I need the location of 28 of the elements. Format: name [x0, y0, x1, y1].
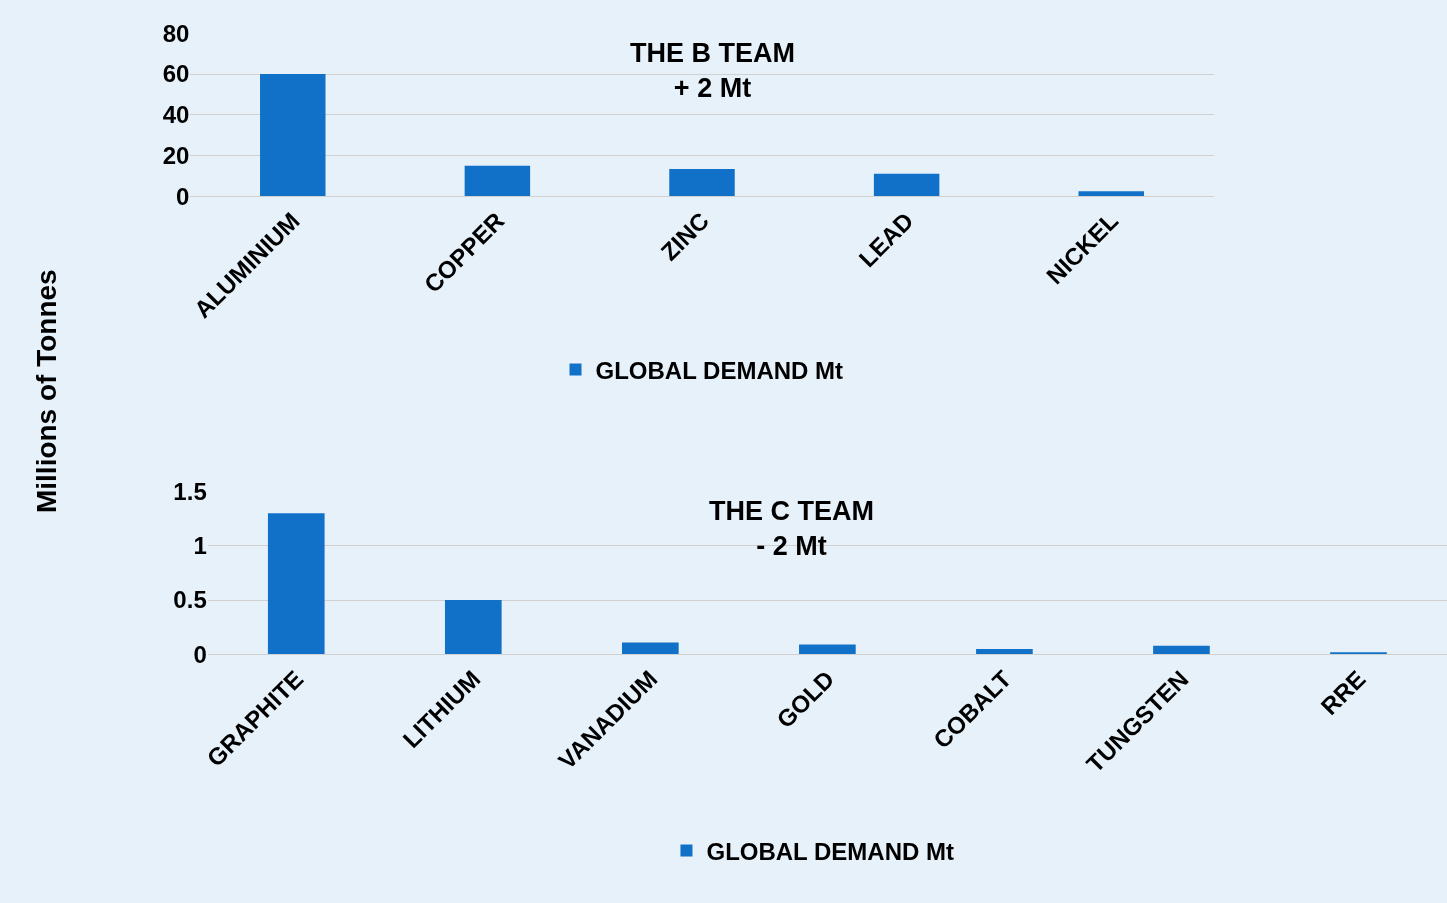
chart-title: THE C TEAM: [709, 496, 874, 526]
chart-title: THE B TEAM: [630, 38, 795, 68]
y-tick-label: 40: [162, 101, 190, 129]
legend-label: GLOBAL DEMAND Mt: [706, 837, 955, 865]
bar: [464, 165, 531, 197]
bar: [444, 600, 502, 655]
y-tick-label: 0.5: [173, 586, 207, 614]
bar: [976, 648, 1033, 655]
bar: [1078, 191, 1144, 197]
bar: [873, 173, 940, 197]
bar: [622, 642, 679, 655]
bar: [1330, 652, 1387, 655]
y-tick-label: 60: [162, 60, 190, 88]
bar: [669, 169, 735, 197]
y-tick-label: 0: [176, 182, 190, 210]
bar: [267, 513, 325, 655]
bar: [799, 644, 856, 655]
y-tick-label: 1: [193, 532, 207, 560]
bar: [1153, 645, 1210, 655]
y-tick-label: 0: [193, 640, 207, 668]
text: + 2 Mt: [673, 73, 752, 104]
y-tick-label: 80: [162, 19, 190, 47]
y-axis-title: Millions of Tonnes: [30, 269, 62, 514]
y-tick-label: 20: [162, 141, 190, 169]
legend-label: GLOBAL DEMAND Mt: [595, 356, 844, 384]
text: - 2 Mt: [756, 531, 827, 562]
y-tick-label: 1.5: [173, 477, 207, 505]
bar: [260, 74, 326, 197]
